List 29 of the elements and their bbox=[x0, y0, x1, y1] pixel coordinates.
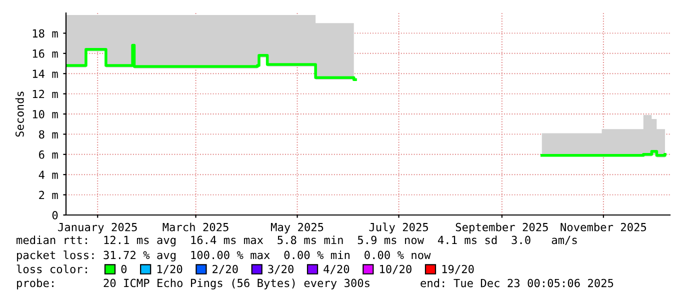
text: end: Tue Dec 23 00:05:06 2025 bbox=[420, 278, 614, 288]
legend-label: 2/20 bbox=[212, 264, 238, 274]
y-tick-label: 16 m bbox=[32, 49, 58, 58]
legend-label: 10/20 bbox=[380, 264, 412, 274]
x-tick-label: May 2025 bbox=[270, 222, 324, 234]
y-tick-label: 4 m bbox=[38, 170, 58, 179]
y-axis-title: Seconds bbox=[15, 92, 24, 137]
text: probe: 20 ICMP Echo Pings (56 Bytes) every 300s bbox=[17, 278, 370, 290]
x-tick-label: January 2025 bbox=[58, 222, 137, 234]
y-tick-label: 14 m bbox=[32, 70, 58, 78]
x-tick-label: July 2025 bbox=[369, 222, 428, 234]
y-tick-label: 2 m bbox=[39, 190, 58, 200]
y-tick-label: 18 m bbox=[32, 29, 58, 38]
x-tick-label: November 2025 bbox=[560, 222, 646, 232]
legend-label: 19/20 bbox=[442, 264, 474, 274]
y-tick-label: 8 m bbox=[39, 130, 58, 139]
x-tick-label: March 2025 bbox=[162, 222, 228, 232]
legend-label: 4/20 bbox=[324, 264, 350, 274]
legend-title: loss color: bbox=[16, 264, 87, 274]
text: median rtt: 12.1 ms avg 16.4 ms max 5.8 ms min 5.9 ms now 4.1 ms sd 3.0 am/s bbox=[16, 236, 577, 246]
legend-label: 1/20 bbox=[157, 264, 182, 274]
x-tick-label: September 2025 bbox=[456, 222, 548, 234]
text: packet loss: 31.72 % avg 100.00 % max 0.00 % min 0.00 % now bbox=[17, 250, 431, 262]
legend-label: 0 bbox=[121, 264, 127, 274]
y-tick-label: 6 m bbox=[39, 150, 58, 159]
legend-label: 3/20 bbox=[268, 264, 294, 274]
y-tick-label: 10 m bbox=[32, 110, 58, 118]
y-tick-label: 0 bbox=[52, 211, 58, 220]
y-tick-label: 12 m bbox=[32, 90, 58, 98]
